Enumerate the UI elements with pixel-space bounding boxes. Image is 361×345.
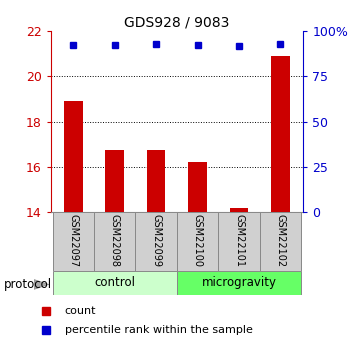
Bar bbox=[147, 150, 165, 212]
Text: GSM22097: GSM22097 bbox=[68, 214, 78, 267]
Text: GSM22099: GSM22099 bbox=[151, 214, 161, 267]
Bar bbox=[53, 271, 177, 295]
Bar bbox=[177, 212, 218, 271]
Bar bbox=[271, 56, 290, 212]
Title: GDS928 / 9083: GDS928 / 9083 bbox=[124, 16, 230, 30]
Text: GSM22098: GSM22098 bbox=[110, 214, 120, 267]
Text: GSM22100: GSM22100 bbox=[193, 214, 203, 267]
Text: protocol: protocol bbox=[4, 278, 52, 291]
Text: GSM22101: GSM22101 bbox=[234, 214, 244, 267]
Bar bbox=[188, 162, 207, 212]
Bar bbox=[260, 212, 301, 271]
Text: GSM22102: GSM22102 bbox=[275, 214, 286, 267]
Polygon shape bbox=[34, 279, 49, 289]
Bar bbox=[135, 212, 177, 271]
Bar bbox=[218, 212, 260, 271]
Text: percentile rank within the sample: percentile rank within the sample bbox=[65, 325, 253, 335]
Text: count: count bbox=[65, 306, 96, 316]
Bar bbox=[230, 208, 248, 212]
Bar bbox=[64, 101, 83, 212]
Bar bbox=[105, 150, 124, 212]
Bar bbox=[53, 212, 94, 271]
Text: control: control bbox=[94, 276, 135, 289]
Bar bbox=[177, 271, 301, 295]
Bar bbox=[94, 212, 135, 271]
Text: microgravity: microgravity bbox=[201, 276, 277, 289]
